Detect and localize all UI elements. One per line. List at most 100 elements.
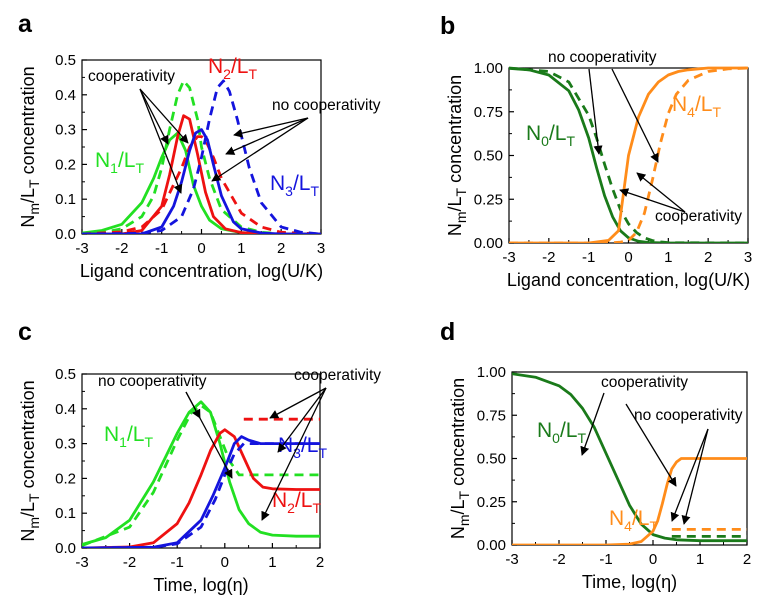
x-axis-title: Time, log(η): [582, 572, 677, 592]
panel-b: b -3 -2 -1 0 1 2 3 0.00 0.25 0.50 0.75 1.00 Ligand co…: [440, 12, 752, 290]
x-tick-label: -3: [75, 554, 88, 571]
panel-letter: a: [18, 10, 33, 38]
y-tick-label: 0.4: [55, 87, 76, 104]
annotation-arrow: [580, 392, 605, 456]
x-tick-label: 0: [624, 249, 632, 266]
curve-label-n2: N2/LT: [208, 55, 257, 82]
y-tick-label: 0.2: [55, 156, 76, 173]
x-tick-label: 3: [317, 240, 325, 257]
annotation-cooperativity: cooperativity: [601, 374, 688, 391]
x-tick-label: 1: [696, 551, 704, 568]
x-axis-title: Ligand concentration, log(U/K): [80, 261, 323, 281]
series-line-n4-lt-dashed: [509, 66, 748, 243]
y-axis-title: Nm/LT concentration: [448, 378, 472, 539]
annotation-arrow: [625, 403, 677, 487]
x-tick-label: -3: [502, 249, 515, 266]
x-tick-label: -3: [75, 240, 88, 257]
panel-letter: b: [440, 12, 455, 40]
panel-letter: c: [18, 318, 32, 346]
x-tick-label: -1: [155, 240, 168, 257]
series-line-n1-lt-solid: [82, 400, 320, 546]
y-tick-label: 0.1: [55, 505, 76, 522]
y-tick-label: 0.5: [55, 52, 76, 69]
annotation-arrow: [261, 387, 327, 521]
y-tick-label: 0.4: [55, 401, 76, 418]
annotation-arrow: [185, 391, 233, 479]
y-tick-label: 0.2: [55, 470, 76, 487]
y-axis-title: Nm/LT concentration: [445, 75, 469, 236]
curve-label-n2: N2/LT: [272, 489, 321, 516]
annotation-no-cooperativity: no cooperativity: [634, 407, 743, 424]
annotation-cooperativity: cooperativity: [294, 367, 381, 384]
x-tick-label: 3: [744, 249, 752, 266]
annotation-arrow: [611, 68, 659, 163]
annotation-cooperativity: cooperativity: [655, 208, 742, 225]
y-tick-label: 0.3: [55, 436, 76, 453]
x-tick-label: 2: [277, 240, 285, 257]
x-tick-label: -2: [542, 249, 555, 266]
y-tick-label: 0.0: [55, 226, 76, 243]
y-axis-title: Nm/LT concentration: [18, 66, 42, 227]
annotation-arrow: [233, 117, 309, 138]
curve-label-n4: N4/LT: [672, 93, 721, 120]
x-tick-label: 1: [268, 554, 276, 571]
curve-label-n0: N0/LT: [537, 419, 586, 446]
annotation-arrow: [139, 88, 183, 194]
annotation-arrow: [139, 88, 169, 145]
y-tick-label: 0.50: [474, 148, 503, 165]
annotation-no-cooperativity: no cooperativity: [98, 373, 207, 390]
annotation-arrow: [269, 387, 327, 419]
x-tick-label: 1: [664, 249, 672, 266]
series-line-n3-lt-dashed: [82, 79, 321, 234]
x-tick-label: 2: [316, 554, 324, 571]
panel-letter: d: [440, 318, 455, 346]
annotation-arrow: [225, 117, 309, 155]
curve-label-n3: N3/LT: [270, 172, 319, 199]
series-line-n2-lt-solid: [82, 428, 320, 548]
y-tick-label: 0.75: [474, 104, 503, 121]
annotation-no-cooperativity: no cooperativity: [272, 97, 381, 114]
panel-d: d -3 -2 -1 0 1 2 0.00 0.25 0.50 0.75 1.00 Time, log(…: [440, 318, 751, 592]
x-tick-label: 2: [704, 249, 712, 266]
series-line-n4-lt-solid: [509, 66, 748, 243]
x-axis-title: Ligand concentration, log(U/K): [507, 270, 750, 290]
y-axis-title: Nm/LT concentration: [18, 380, 42, 541]
curve-label-n1: N1/LT: [95, 149, 144, 176]
y-tick-label: 0.75: [477, 407, 506, 424]
annotation-arrow: [670, 428, 709, 522]
series-line-n3-lt-dashed: [82, 442, 320, 548]
x-tick-label: -1: [171, 554, 184, 571]
series-line-n0-lt-solid: [512, 372, 747, 543]
curve-label-n4: N4/LT: [609, 507, 658, 534]
x-tick-label: -2: [123, 554, 136, 571]
x-tick-label: 0: [197, 240, 205, 257]
x-tick-label: 1: [237, 240, 245, 257]
series-line-n3-lt-solid: [82, 128, 321, 234]
y-tick-label: 0.00: [477, 537, 506, 554]
x-tick-label: -1: [582, 249, 595, 266]
series-line-n1-lt-dashed: [82, 79, 321, 234]
y-tick-label: 0.0: [55, 540, 76, 557]
y-tick-label: 0.5: [55, 366, 76, 383]
curve-label-n0: N0/LT: [526, 122, 575, 149]
panel-c: c -3 -2 -1 0 1 2 0.0 0.1 0.2 0.3 0.4 0.5 Time, log(η)…: [18, 318, 381, 595]
annotation-arrow: [588, 68, 603, 155]
x-axis-title: Time, log(η): [153, 575, 248, 595]
annotation-arrow: [139, 88, 189, 144]
annotation-arrow: [636, 172, 686, 213]
series-line-n1-lt-dashed: [82, 403, 320, 547]
y-tick-label: 1.00: [474, 60, 503, 77]
annotation-arrow: [619, 188, 686, 213]
x-tick-label: 0: [649, 551, 657, 568]
panel-a: a -3 -2 -1 0 1 2 3 0.0 0.1 0.2 0.3 0.4 0.5 Ligand conc…: [18, 10, 381, 281]
x-tick-label: -3: [505, 551, 518, 568]
series-line-n2-lt-dashed: [82, 135, 321, 234]
x-tick-label: 2: [743, 551, 751, 568]
annotation-no-cooperativity: no cooperativity: [548, 49, 657, 66]
y-tick-label: 0.00: [474, 235, 503, 252]
curve-label-n1: N1/LT: [104, 423, 153, 450]
annotation-arrow: [277, 387, 327, 453]
y-tick-label: 0.25: [474, 191, 503, 208]
y-tick-label: 0.3: [55, 122, 76, 139]
